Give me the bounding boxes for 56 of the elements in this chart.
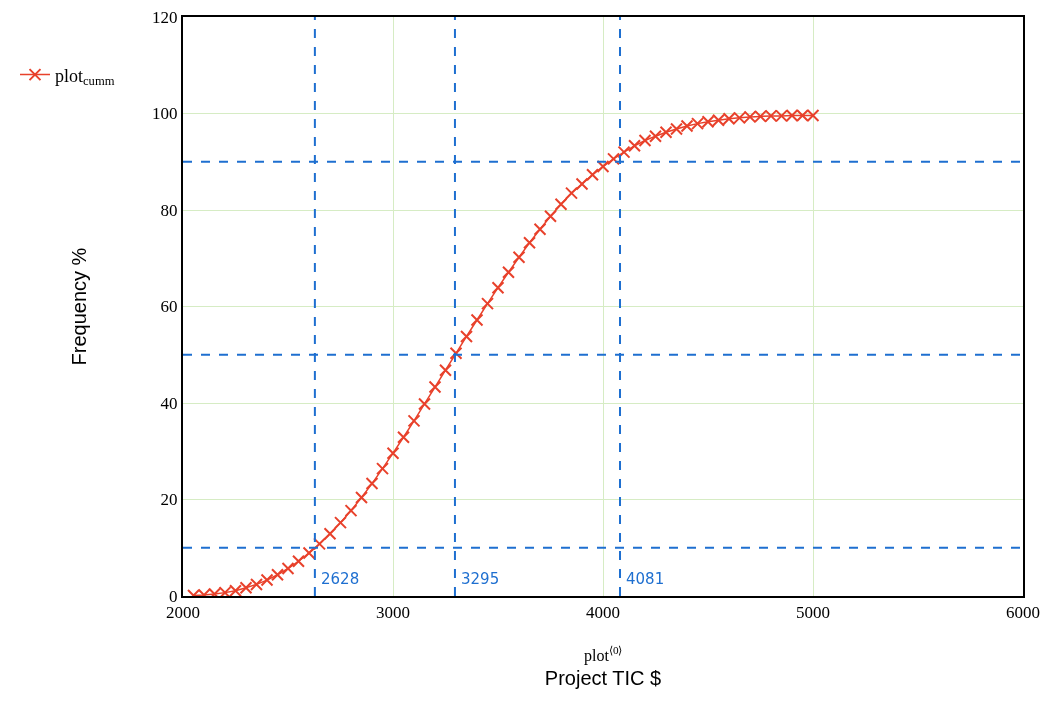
point: [386, 446, 400, 460]
point: [596, 160, 610, 174]
y-tick-label: 20: [160, 490, 178, 510]
x-tick-label: 3000: [376, 603, 410, 623]
point: [323, 527, 337, 541]
point: [533, 222, 547, 236]
y-tick-label: 80: [160, 200, 178, 220]
ref-line-label: 2628: [321, 570, 360, 588]
point: [334, 516, 347, 530]
point: [281, 562, 295, 575]
point: [397, 430, 410, 444]
point: [523, 236, 536, 250]
y-tick-label: 120: [152, 7, 178, 27]
point: [355, 491, 368, 505]
point: [607, 152, 620, 166]
point: [565, 186, 578, 200]
point: [544, 209, 557, 223]
point: [439, 363, 452, 377]
point: [260, 573, 274, 587]
x-tick-label: 5000: [796, 603, 830, 623]
text: plot$^{⟨0⟩}$: [584, 644, 623, 665]
x-tick-label: 2000: [166, 603, 200, 623]
y-axis-title: Frequency %: [68, 247, 91, 366]
point: [491, 281, 505, 295]
point: [617, 145, 631, 159]
point: [554, 197, 568, 211]
x-axis-title: Project TIC $: [544, 667, 662, 690]
point: [586, 168, 599, 182]
point: [271, 568, 284, 582]
y-tick-label: 40: [160, 393, 178, 413]
point: [502, 265, 515, 279]
point: [302, 546, 316, 560]
point: [512, 250, 526, 264]
point: [376, 462, 389, 476]
point: [460, 329, 473, 343]
x-tick-label: 4000: [586, 603, 620, 623]
point: [344, 504, 358, 518]
point: [407, 414, 421, 428]
point: [418, 397, 431, 411]
point: [628, 139, 641, 153]
point: [365, 477, 379, 491]
point: [313, 537, 326, 551]
legend-label: plot$_{cumm}$: [55, 65, 115, 89]
point: [575, 177, 589, 191]
point: [638, 134, 652, 148]
point: [449, 346, 463, 360]
point: [428, 380, 442, 394]
y-tick-label: 60: [160, 297, 178, 317]
point: [481, 297, 494, 311]
y-tick-label: 100: [152, 104, 178, 124]
ref-line-label: 4081: [626, 570, 665, 588]
x-tick-label: 6000: [1006, 603, 1040, 623]
point: [292, 554, 305, 568]
ref-line-label: 3295: [461, 570, 500, 588]
y-tick-label: 0: [169, 586, 178, 606]
point: [470, 313, 484, 327]
